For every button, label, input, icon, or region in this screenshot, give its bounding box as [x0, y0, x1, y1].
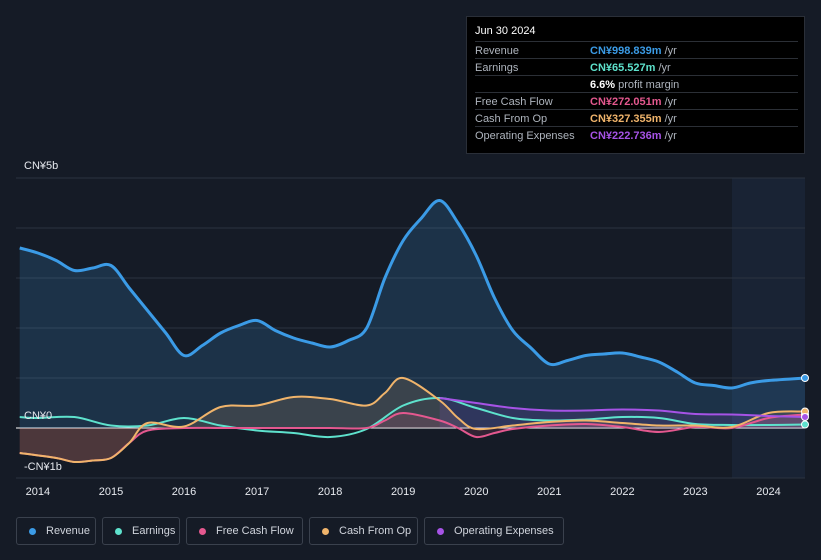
x-tick-label: 2021 [537, 486, 561, 498]
revenue-line [19, 199, 806, 390]
tooltip-row-label: Cash From Op [475, 113, 548, 125]
revenue-endpoint [801, 374, 809, 382]
series-endpoints [801, 374, 809, 429]
x-axis-ticks: 2014 2015 2016 2017 2018 2019 2020 2021 2022 2023… [26, 486, 781, 498]
tooltip-row-label: Revenue [475, 45, 520, 57]
x-tick-label: 2019 [391, 486, 415, 498]
tooltip-row-value: CN¥272.051m /yr [590, 96, 677, 108]
tooltip-row-value: CN¥998.839m /yr [590, 45, 677, 57]
cash-from-op-line [19, 376, 806, 464]
x-tick-label: 2023 [683, 486, 707, 498]
tooltip-row: 6.6% profit margin [475, 75, 798, 93]
tooltip-row: Revenue CN¥998.839m /yr [475, 41, 798, 59]
y-axis-top-label: CN¥5b [24, 160, 58, 172]
tooltip-row: Cash From Op CN¥327.355m /yr [475, 109, 798, 127]
tooltip-row-value: 6.6% profit margin [590, 79, 680, 91]
x-tick-label: 2020 [464, 486, 488, 498]
tooltip: Jun 30 2024 Revenue CN¥998.839m /yr Earnin… [466, 16, 805, 154]
x-tick-label: 2016 [172, 486, 196, 498]
y-axis-zero-label: CN¥0 [24, 410, 52, 422]
legend-dot-icon [437, 527, 444, 535]
tooltip-date: Jun 30 2024 [475, 25, 536, 37]
tooltip-row-unit: /yr [664, 113, 677, 125]
tooltip-row-unit: /yr [664, 96, 677, 108]
tooltip-row-value: CN¥327.355m /yr [590, 113, 677, 125]
legend-dot-icon [115, 527, 122, 535]
legend-label: Cash From Op [339, 525, 412, 537]
tooltip-row-label: Earnings [475, 62, 519, 74]
x-tick-label: 2014 [26, 486, 50, 498]
legend-item-revenue[interactable]: Revenue [16, 517, 96, 545]
legend-label: Operating Expenses [454, 525, 554, 537]
x-tick-label: 2018 [318, 486, 342, 498]
legend-label: Free Cash Flow [216, 525, 294, 537]
legend-item-earnings[interactable]: Earnings [102, 517, 180, 545]
legend-dot-icon [199, 527, 206, 535]
earnings-endpoint [801, 420, 809, 429]
legend-label: Revenue [46, 525, 91, 537]
operating-expenses-endpoint [801, 413, 809, 421]
tooltip-row-unit: /yr [658, 62, 671, 74]
earnings-line [19, 396, 806, 439]
tooltip-row: Earnings CN¥65.527m /yr [475, 58, 798, 76]
tooltip-row-value: CN¥65.527m /yr [590, 62, 671, 74]
legend-dot-icon [29, 527, 36, 535]
x-tick-label: 2022 [610, 486, 634, 498]
legend-label: Earnings [132, 525, 176, 537]
cash-from-op-area [19, 377, 805, 463]
y-axis-bottom-label: -CN¥1b [24, 461, 62, 473]
tooltip-row-unit: /yr [664, 130, 677, 142]
legend-item-free-cash-flow[interactable]: Free Cash Flow [186, 517, 303, 545]
free-cash-flow-area [19, 413, 805, 463]
x-tick-label: 2017 [245, 486, 269, 498]
legend-item-operating-expenses[interactable]: Operating Expenses [424, 517, 564, 545]
tooltip-row-unit: profit margin [618, 79, 680, 91]
gridlines [16, 177, 805, 479]
operating-expenses-line [439, 397, 806, 418]
x-tick-label: 2024 [756, 486, 780, 498]
legend-item-cash-from-op[interactable]: Cash From Op [309, 517, 418, 545]
tooltip-row: Operating Expenses CN¥222.736m /yr [475, 126, 798, 144]
legend-dot-icon [322, 527, 329, 535]
tooltip-row-unit: /yr [664, 45, 677, 57]
revenue-area [19, 200, 805, 428]
tooltip-row-label: Free Cash Flow [475, 96, 553, 108]
tooltip-row: Free Cash Flow CN¥272.051m /yr [475, 92, 798, 110]
tooltip-row-value: CN¥222.736m /yr [590, 130, 677, 142]
tooltip-row-label: Operating Expenses [475, 130, 575, 142]
x-tick-label: 2015 [99, 486, 123, 498]
series-lines [19, 199, 806, 464]
